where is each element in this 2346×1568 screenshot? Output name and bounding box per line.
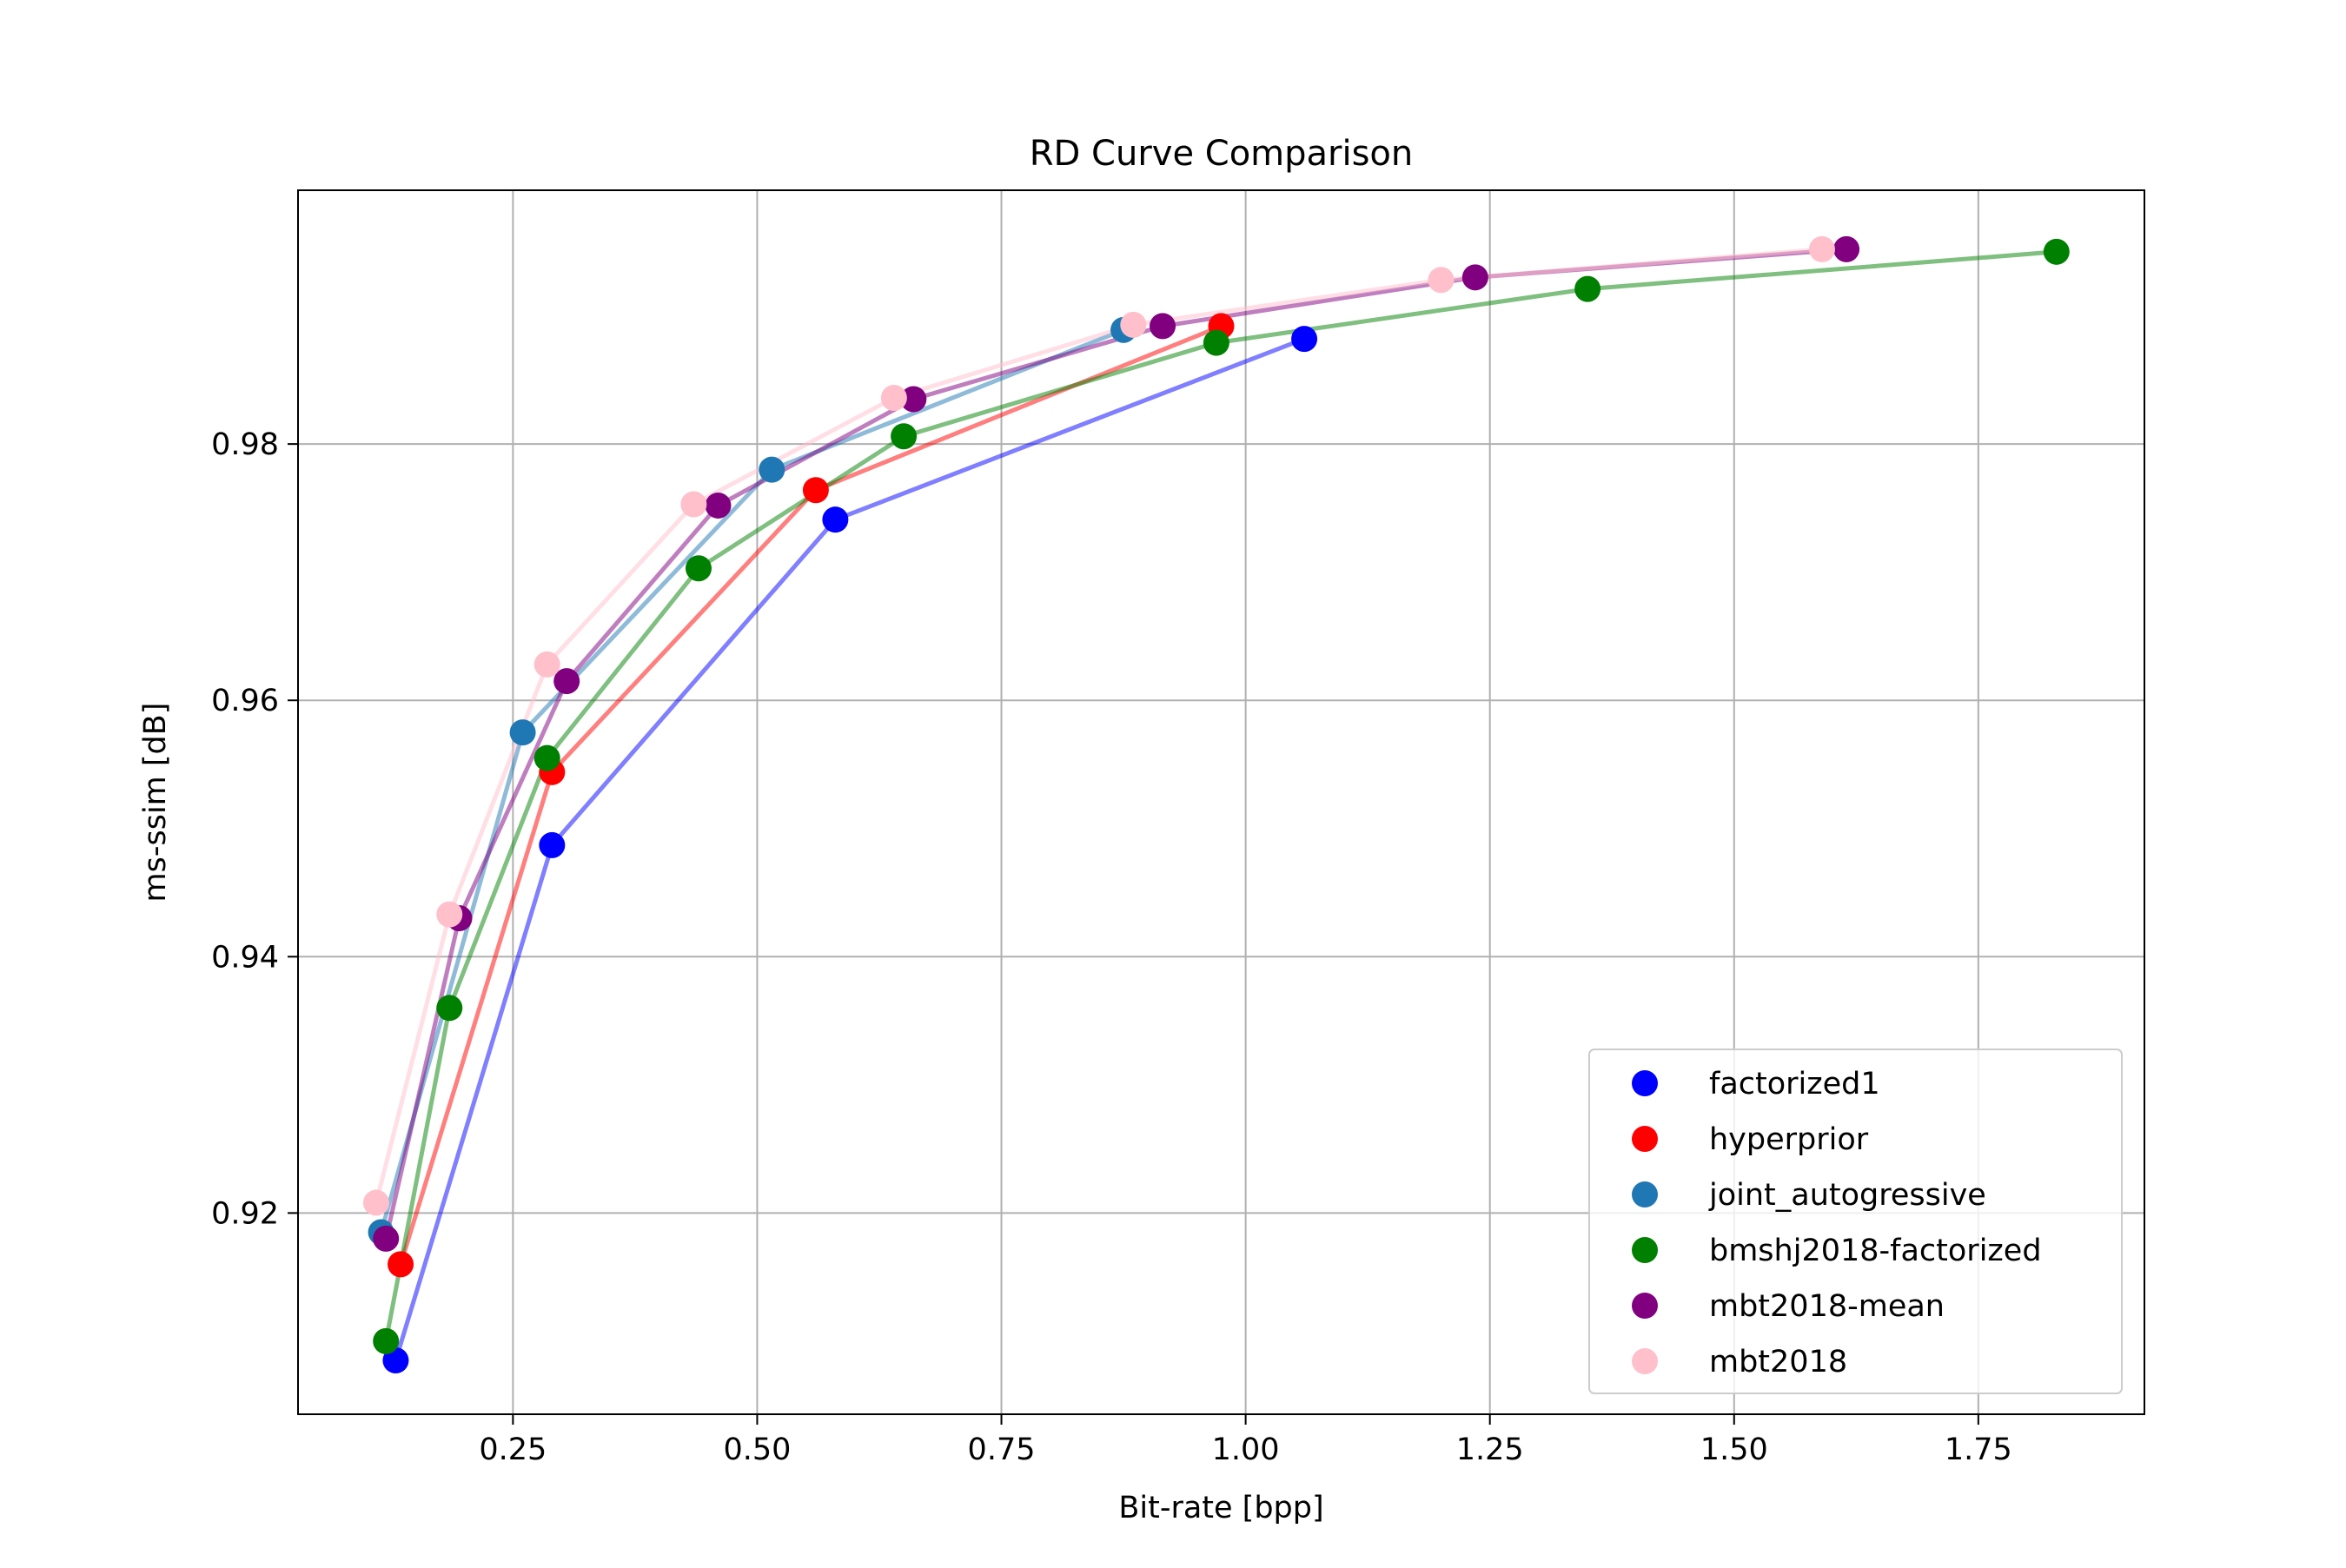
series-points-bmshj2018-factorized xyxy=(373,238,2070,1354)
x-axis-label: Bit-rate [bpp] xyxy=(1118,1491,1323,1525)
series-layer xyxy=(362,235,2070,1374)
series-points-mbt2018 xyxy=(362,235,1835,1216)
data-point xyxy=(1574,275,1601,302)
series-joint_autogressive xyxy=(379,327,1125,1234)
data-point xyxy=(553,668,580,695)
data-point xyxy=(1291,326,1318,353)
y-tick-label: 0.94 xyxy=(211,940,279,975)
series-line xyxy=(383,249,2057,1342)
y-tick-label: 0.98 xyxy=(211,427,279,462)
y-axis-label: ms-ssim [dB] xyxy=(138,703,173,903)
axes: 0.25 0.50 0.75 1.00 1.25 1.50 1.75 0.92 0.94 0.96… xyxy=(211,427,2012,1467)
data-point xyxy=(1428,267,1455,294)
legend-marker xyxy=(1632,1070,1658,1096)
data-point xyxy=(509,719,536,746)
legend-marker xyxy=(1632,1348,1658,1374)
series-line xyxy=(379,327,1125,1234)
data-point xyxy=(822,506,849,533)
data-point xyxy=(533,744,560,771)
data-point xyxy=(1150,313,1176,340)
data-point xyxy=(705,492,732,519)
data-point xyxy=(1120,311,1147,338)
data-point xyxy=(373,1225,400,1252)
data-point xyxy=(539,831,566,858)
series-factorized1 xyxy=(394,336,1305,1361)
legend-marker xyxy=(1632,1237,1658,1263)
legend: factorized1 hyperprior joint_autogressiveb… xyxy=(1588,1049,2123,1394)
legend-marker xyxy=(1632,1181,1658,1207)
data-point xyxy=(1461,264,1488,291)
data-point xyxy=(533,651,560,678)
x-tick-label: 1.75 xyxy=(1945,1432,2012,1467)
grid xyxy=(298,190,2144,1414)
data-point xyxy=(680,491,707,518)
legend-label: hyperprior xyxy=(1709,1122,1869,1157)
x-tick-label: 0.75 xyxy=(968,1432,1036,1467)
series-mbt2018 xyxy=(374,247,1823,1204)
legend-marker xyxy=(1632,1293,1658,1319)
series-bmshj2018-factorized xyxy=(383,249,2057,1342)
legend-label: mbt2018-mean xyxy=(1709,1289,1945,1324)
data-point xyxy=(362,1189,389,1216)
legend-label: mbt2018 xyxy=(1709,1345,1847,1379)
x-tick-label: 0.50 xyxy=(723,1432,791,1467)
legend-label: joint_autogressive xyxy=(1708,1178,1986,1213)
data-point xyxy=(880,385,907,412)
legend-box xyxy=(1588,1049,2123,1394)
data-point xyxy=(802,477,829,504)
data-point xyxy=(1833,235,1860,262)
data-point xyxy=(685,555,712,582)
y-tick-label: 0.92 xyxy=(211,1196,279,1231)
chart-title: RD Curve Comparison xyxy=(1030,134,1414,174)
series-line xyxy=(394,336,1305,1361)
data-point xyxy=(1808,235,1835,262)
series-line xyxy=(383,247,1847,1240)
x-tick-label: 0.25 xyxy=(479,1432,547,1467)
data-point xyxy=(382,1347,409,1374)
x-tick-label: 1.50 xyxy=(1700,1432,1768,1467)
legend-marker xyxy=(1632,1126,1658,1152)
data-point xyxy=(759,456,785,483)
plot-frame xyxy=(297,189,2145,1415)
data-point xyxy=(2043,238,2070,265)
series-hyperprior xyxy=(398,324,1223,1266)
data-point xyxy=(436,995,463,1022)
x-tick-label: 1.25 xyxy=(1456,1432,1524,1467)
x-tick-label: 1.00 xyxy=(1212,1432,1280,1467)
series-line xyxy=(398,324,1223,1266)
data-point xyxy=(1203,329,1229,356)
series-mbt2018-mean xyxy=(383,247,1847,1240)
data-point xyxy=(900,386,927,413)
y-tick-label: 0.96 xyxy=(211,684,279,718)
legend-label: bmshj2018-factorized xyxy=(1709,1234,2042,1268)
data-point xyxy=(388,1251,414,1278)
legend-label: factorized1 xyxy=(1709,1067,1880,1102)
data-point xyxy=(373,1327,400,1354)
series-points-factorized1 xyxy=(382,326,1318,1374)
series-line xyxy=(374,247,1823,1204)
data-point xyxy=(436,901,463,928)
data-point xyxy=(891,423,918,450)
